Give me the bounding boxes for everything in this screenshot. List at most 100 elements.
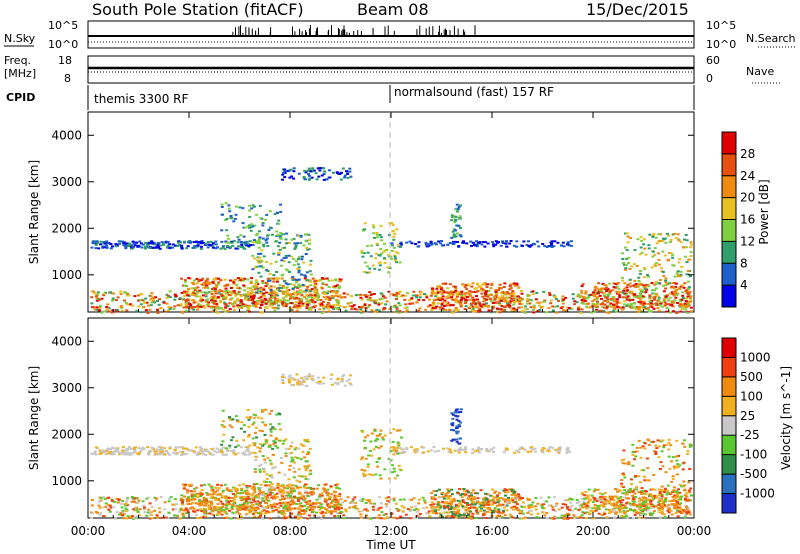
echo-cell (271, 510, 275, 513)
echo-cell (209, 299, 213, 302)
echo-cell (257, 297, 261, 300)
echo-cell (328, 176, 332, 179)
echo-cell (216, 493, 220, 496)
echo-cell (387, 271, 390, 274)
echo-cell (304, 171, 308, 174)
echo-cell (133, 449, 137, 452)
echo-cell (349, 374, 353, 377)
echo-cell (337, 308, 341, 311)
echo-cell (293, 448, 297, 451)
echo-cell (309, 288, 313, 291)
echo-cell (584, 290, 588, 293)
echo-cell (311, 510, 315, 513)
echo-cell (314, 296, 318, 298)
echo-cell (554, 298, 558, 300)
echo-cell (203, 283, 206, 286)
echo-cell (309, 263, 312, 266)
echo-cell (592, 310, 596, 313)
echo-cell (283, 299, 287, 302)
echo-cell (383, 296, 387, 299)
echo-cell (508, 301, 512, 304)
echo-cell (328, 498, 332, 501)
echo-cell (647, 247, 651, 250)
echo-cell (375, 233, 379, 236)
echo-cell (580, 302, 584, 305)
echo-cell (273, 505, 277, 508)
echo-cell (106, 242, 110, 245)
echo-cell (283, 486, 287, 489)
echo-cell (498, 512, 501, 515)
echo-cell (639, 294, 643, 297)
echo-cell (392, 499, 396, 502)
echo-cell (287, 447, 291, 450)
echo-cell (301, 304, 305, 307)
echo-cell (311, 504, 314, 507)
echo-cell (180, 245, 184, 248)
echo-cell (447, 511, 451, 514)
echo-cell (320, 311, 324, 314)
echo-cell (331, 510, 335, 513)
echo-cell (318, 508, 322, 511)
echo-cell (146, 243, 149, 246)
echo-cell (292, 467, 296, 469)
echo-cell (456, 309, 460, 312)
echo-cell (434, 295, 438, 298)
nave-tick-bottom: 0 (706, 72, 713, 85)
echo-cell (372, 508, 376, 511)
echo-cell (495, 292, 499, 294)
echo-cell (301, 302, 305, 305)
echo-cell (249, 501, 253, 504)
echo-cell (268, 226, 272, 229)
echo-cell (390, 512, 394, 515)
echo-cell (684, 255, 687, 258)
echo-cell (335, 483, 339, 486)
echo-cell (459, 305, 463, 308)
echo-cell (282, 292, 286, 295)
echo-cell (301, 444, 305, 447)
echo-cell (304, 467, 308, 470)
echo-cell (642, 504, 646, 506)
echo-cell (405, 306, 409, 309)
echo-cell (238, 508, 242, 511)
echo-cell (413, 505, 417, 508)
echo-cell (359, 311, 363, 314)
echo-cell (265, 213, 269, 216)
echo-cell (647, 285, 651, 288)
echo-cell (319, 302, 323, 305)
echo-cell (429, 241, 433, 244)
echo-cell (327, 306, 331, 309)
echo-cell (460, 296, 464, 299)
echo-cell (328, 298, 332, 301)
colorbar-segment (722, 153, 736, 177)
echo-cell (684, 308, 688, 311)
echo-cell (438, 512, 442, 515)
echo-cell (658, 304, 661, 307)
echo-cell (368, 291, 372, 294)
echo-cell (197, 500, 201, 502)
echo-cell (306, 375, 310, 378)
echo-cell (297, 447, 301, 450)
echo-cell (330, 294, 334, 297)
echo-cell (308, 486, 312, 489)
echo-cell (517, 496, 521, 499)
echo-cell (196, 243, 200, 246)
echo-cell (272, 302, 276, 305)
echo-cell (672, 286, 676, 289)
echo-cell (547, 504, 551, 507)
echo-cell (105, 308, 109, 310)
echo-cell (606, 288, 610, 291)
colorbar-tick-label: 16 (740, 213, 755, 227)
echo-cell (626, 289, 630, 292)
echo-cell (404, 446, 408, 449)
echo-cell (209, 496, 213, 499)
echo-cell (124, 247, 128, 250)
echo-cell (155, 246, 159, 249)
echo-cell (207, 283, 211, 286)
echo-cell (180, 446, 184, 449)
echo-cell (216, 503, 220, 506)
echo-cell (193, 289, 197, 292)
echo-cell (289, 294, 293, 297)
echo-cell (244, 294, 248, 297)
echo-cell (190, 307, 194, 310)
echo-cell (216, 307, 220, 310)
